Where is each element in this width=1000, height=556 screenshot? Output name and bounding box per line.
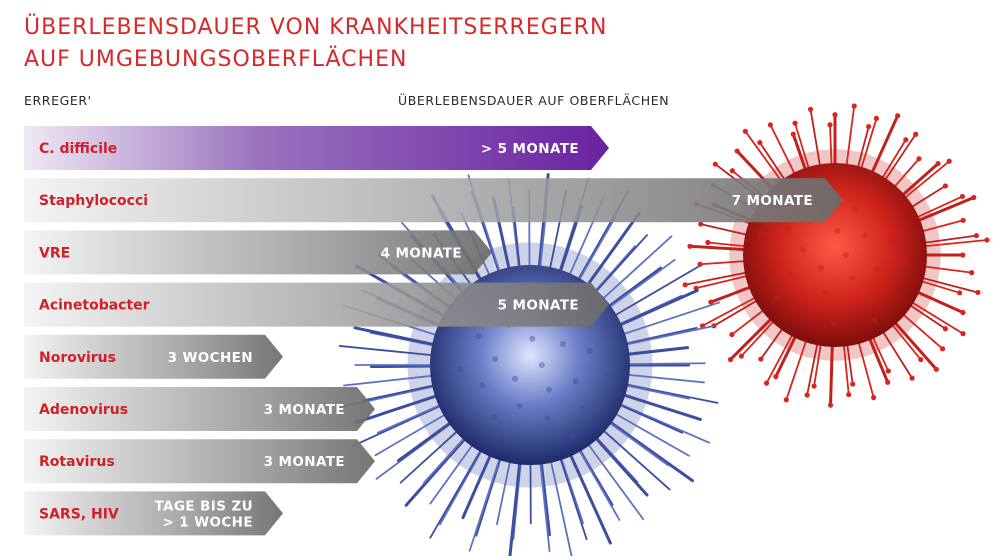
value-label: 7 MONATE bbox=[732, 193, 813, 209]
bar bbox=[24, 230, 492, 275]
category-label: Rotavirus bbox=[39, 454, 115, 470]
bar bbox=[24, 439, 375, 484]
value-label: > 5 MONATE bbox=[481, 141, 579, 157]
bar bbox=[24, 387, 375, 431]
bar bbox=[24, 334, 283, 379]
category-column-label: ERREGER' bbox=[24, 93, 92, 108]
chart-title: ÜBERLEBENSDAUER VON KRANKHEITSERREGERN A… bbox=[24, 12, 607, 76]
bar-group: C. difficile > 5 MONATE Staphylococci 7 MON… bbox=[24, 126, 843, 536]
category-label: Staphylococci bbox=[39, 193, 148, 209]
bar bbox=[24, 126, 609, 170]
value-label: 3 MONATE bbox=[264, 454, 345, 470]
value-label: 3 WOCHEN bbox=[168, 350, 253, 366]
value-column-label: ÜBERLEBENSDAUER AUF OBERFLÄCHEN bbox=[398, 93, 670, 108]
value-label: 3 MONATE bbox=[264, 402, 345, 418]
bar bbox=[24, 178, 843, 223]
value-label: TAGE BIS ZU > 1 WOCHE bbox=[155, 498, 254, 530]
category-label: VRE bbox=[39, 245, 70, 261]
category-label: C. difficile bbox=[39, 141, 117, 157]
value-label: 5 MONATE bbox=[498, 298, 579, 314]
category-label: Norovirus bbox=[39, 350, 116, 366]
category-label: Acinetobacter bbox=[39, 298, 150, 314]
chart-title-line-2: AUF UMGEBUNGSOBERFLÄCHEN bbox=[24, 47, 408, 72]
category-label: SARS, HIV bbox=[39, 506, 119, 522]
bar bbox=[24, 282, 609, 327]
value-label: 4 MONATE bbox=[381, 245, 462, 261]
category-label: Adenovirus bbox=[39, 402, 128, 418]
chart-title-line-1: ÜBERLEBENSDAUER VON KRANKHEITSERREGERN bbox=[24, 15, 608, 40]
red-virus-illustration bbox=[682, 103, 990, 408]
bar bbox=[24, 491, 283, 536]
